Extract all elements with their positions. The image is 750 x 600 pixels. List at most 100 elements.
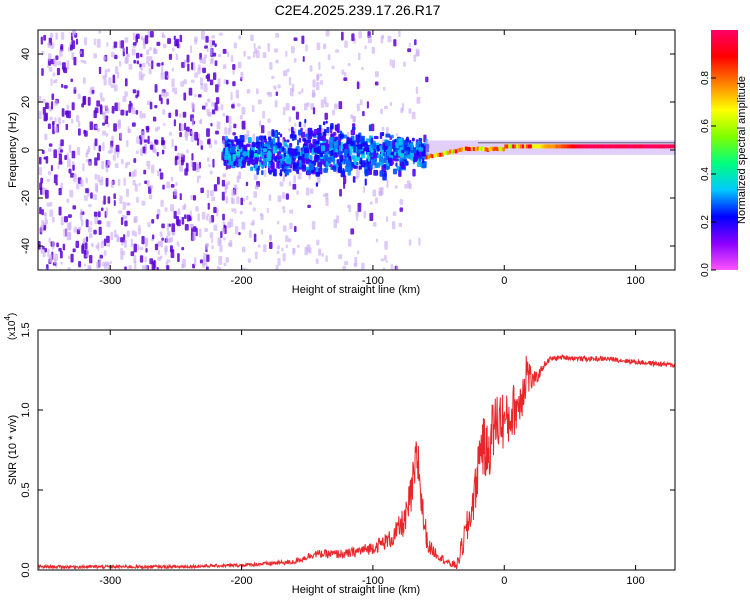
- spectrogram-cell: [207, 202, 210, 210]
- spectrogram-cell: [111, 105, 115, 114]
- spectrogram-cell: [144, 35, 149, 44]
- spectrogram-cell: [59, 149, 64, 153]
- spectrogram-cell: [245, 155, 248, 160]
- spectrogram-cell: [166, 181, 171, 189]
- spectrogram-cell: [353, 145, 356, 153]
- spectrogram-cell: [135, 109, 139, 115]
- spectrogram-cell: [98, 30, 102, 34]
- spectrogram-cell: [216, 176, 220, 185]
- spectrogram-cell: [141, 236, 145, 245]
- spectrogram-cell: [143, 45, 146, 50]
- spectrogram-cell: [103, 111, 106, 120]
- spectrogram-cell: [173, 35, 176, 41]
- spectrogram-cell: [243, 267, 247, 270]
- spectrogram-carrier-cell: [628, 144, 631, 149]
- spectrogram-cell: [213, 206, 217, 214]
- spectrogram-cell: [109, 145, 113, 154]
- spectrogram-cell: [139, 110, 142, 119]
- spectrogram-cell: [49, 209, 54, 217]
- spectrogram-cell: [71, 118, 74, 124]
- spectrogram-cell: [95, 125, 99, 129]
- spectrogram-cell: [63, 85, 68, 89]
- spectrogram-carrier-cell: [642, 144, 645, 149]
- spectrogram-cell: [194, 72, 198, 78]
- spectrogram-cell: [145, 264, 148, 270]
- spectrogram-cell: [227, 51, 230, 58]
- spectrogram-cell: [298, 137, 302, 143]
- spectrogram-cell: [147, 165, 150, 170]
- spectrogram-cell: [418, 147, 424, 152]
- spectrogram-carrier-cell: [602, 144, 606, 149]
- spectrogram-cell: [369, 212, 374, 222]
- spectrogram-cell: [313, 147, 318, 153]
- spectrogram-cell: [190, 160, 193, 167]
- spectrogram-carrier-cell: [490, 146, 494, 151]
- snr-y-exponent-close: ): [7, 313, 18, 316]
- spectrogram-cell: [320, 145, 326, 152]
- spectrogram-cell: [125, 162, 128, 169]
- spectrogram-cell: [219, 244, 223, 253]
- spectrogram-cell: [154, 139, 158, 144]
- spectrogram-cell: [338, 254, 343, 260]
- spectrogram-cell: [132, 89, 137, 94]
- spectrogram-cell: [320, 99, 325, 108]
- spectrogram-cell: [60, 216, 64, 226]
- spectrogram-cell: [333, 219, 337, 228]
- spectrogram-cell: [96, 261, 100, 269]
- spectrogram-cell: [360, 160, 366, 168]
- spectrogram-cell: [123, 177, 126, 186]
- colorbar-tick-label: 0.4: [700, 167, 711, 181]
- spectrogram-cell: [67, 267, 71, 270]
- spectrogram-carrier-cell: [462, 147, 466, 152]
- spectrogram-cell: [425, 76, 429, 83]
- spectrogram-cell: [151, 261, 156, 270]
- spectrogram-carrier-cell: [521, 144, 525, 149]
- colorbar-tick-label: 0.6: [700, 119, 711, 133]
- spectrogram-cell: [60, 182, 64, 190]
- spectrogram-cell: [263, 157, 268, 166]
- spectrogram-cell: [84, 37, 88, 46]
- spectrogram-cell: [269, 234, 272, 242]
- spectrogram-cell: [190, 79, 195, 83]
- spectrogram-cell: [202, 57, 206, 65]
- spectrogram-cell: [241, 221, 246, 230]
- spectrogram-cell: [360, 135, 365, 144]
- spectrogram-cell: [192, 161, 197, 171]
- spectrogram-cell: [251, 142, 257, 148]
- spectrogram-cell: [156, 170, 160, 177]
- spectrogram-cell: [250, 34, 254, 42]
- spectrogram-cell: [162, 184, 165, 190]
- spectrogram-cell: [116, 153, 120, 158]
- spectrogram-carrier-cell: [472, 147, 476, 152]
- spectrogram-cell: [266, 207, 269, 214]
- spectrogram-cell: [408, 42, 411, 48]
- spectrogram-cell: [99, 254, 103, 259]
- spectrogram-cell: [69, 44, 73, 51]
- spectrogram-cell: [161, 90, 165, 97]
- spectrogram-cell: [354, 155, 358, 163]
- spectrogram-cell: [93, 194, 97, 201]
- spectrogram-cell: [370, 123, 375, 132]
- spectrogram-cell: [371, 143, 377, 149]
- spectrogram-cell: [286, 157, 292, 165]
- spectrogram-cell: [140, 35, 144, 41]
- spectrogram-carrier-cell: [596, 144, 600, 149]
- spectrogram-cell: [381, 126, 385, 131]
- spectrogram-cell: [130, 238, 133, 248]
- spectrogram-cell: [243, 50, 246, 57]
- spectrogram-cell: [312, 161, 317, 165]
- spectrogram-cell: [68, 214, 72, 218]
- spectrogram-cell: [245, 195, 249, 200]
- spectrogram-cell: [110, 52, 115, 58]
- spectrogram-cell: [132, 32, 136, 41]
- spectrogram-cell: [394, 185, 398, 189]
- spectrogram-carrier-cell: [445, 150, 448, 155]
- spectrogram-carrier-cell: [604, 144, 608, 149]
- spectrogram-cell: [115, 66, 119, 74]
- spectrogram-cell: [72, 205, 77, 210]
- spectrogram-y-tick-label: 40: [20, 48, 32, 60]
- spectrogram-cell: [88, 233, 93, 239]
- spectrogram-cell: [222, 64, 227, 70]
- spectrogram-cell: [194, 93, 197, 98]
